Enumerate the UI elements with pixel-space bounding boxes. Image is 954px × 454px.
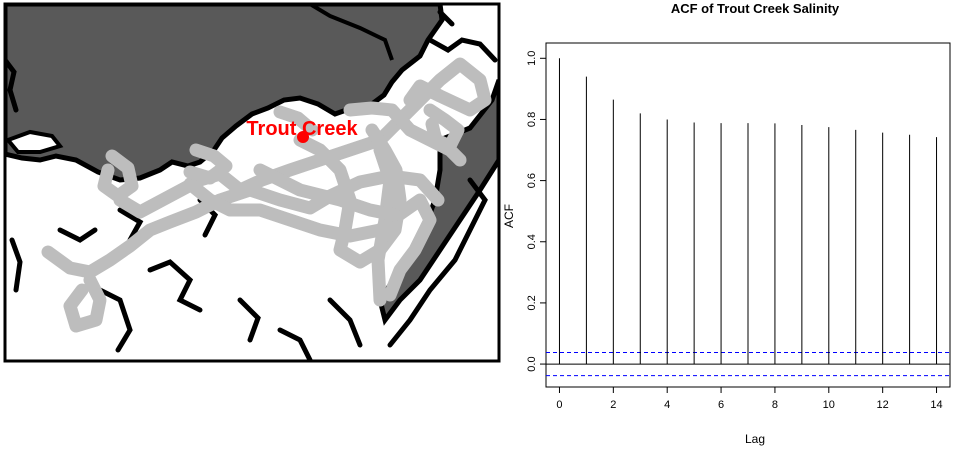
- x-tick-label: 10: [823, 399, 835, 411]
- coastline-fragments: [5, 9, 498, 361]
- x-tick-label: 8: [772, 399, 778, 411]
- x-tick-label: 12: [877, 399, 889, 411]
- x-tick-label: 6: [718, 399, 724, 411]
- site-marker-icon: [297, 131, 309, 143]
- site-label: Trout Creek: [246, 118, 358, 140]
- acf-panel: ACF of Trout Creek Salinity ACF Lag 0 2 4 6…: [500, 0, 954, 449]
- map-svg: Trout Creek: [3, 2, 501, 363]
- x-tick-label: 4: [664, 399, 670, 411]
- x-tick-label: 0: [556, 399, 562, 411]
- inland-water: [308, 4, 394, 61]
- y-tick-label: 0.0: [526, 356, 538, 371]
- map-border: [3, 2, 501, 363]
- plot-frame: [545, 42, 951, 388]
- y-tick-label: 0.6: [526, 173, 538, 188]
- y-tick-label: 1.0: [526, 51, 538, 66]
- chart-title: ACF of Trout Creek Salinity: [671, 1, 840, 16]
- acf-marks: 0 2 4 6 8 10 12 14 0.0 0.2 0.4 0.6 0.8 1.0: [526, 51, 950, 411]
- animal-track: [41, 57, 492, 333]
- acf-chart: ACF of Trout Creek Salinity ACF Lag 0 2 4 6…: [502, 1, 951, 446]
- inland-water: [5, 129, 64, 154]
- y-tick-label: 0.4: [526, 234, 538, 249]
- y-axis-label: ACF: [502, 204, 516, 228]
- map-panel: Trout Creek: [3, 2, 501, 363]
- y-tick-label: 0.2: [526, 295, 538, 310]
- x-tick-label: 14: [930, 399, 942, 411]
- y-tick-label: 0.8: [526, 112, 538, 127]
- land-mass: [5, 4, 445, 183]
- x-tick-label: 2: [610, 399, 616, 411]
- x-axis-label: Lag: [745, 432, 765, 446]
